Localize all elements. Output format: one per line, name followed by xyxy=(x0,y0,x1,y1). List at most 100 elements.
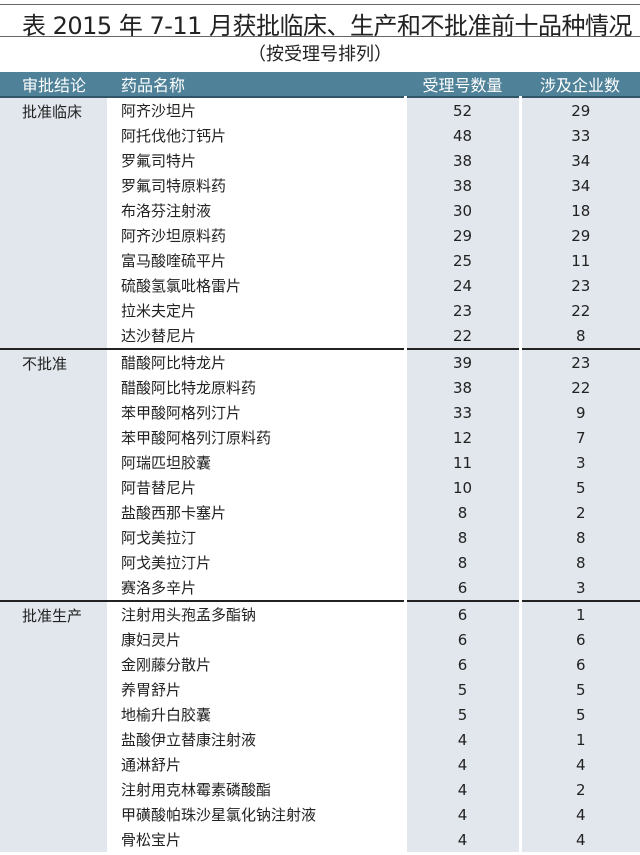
company-count-cell: 6 xyxy=(520,627,640,652)
drug-name-cell: 骨松宝片 xyxy=(121,831,182,849)
table-row: 批准临床 阿齐沙坦片 52 29 xyxy=(0,97,640,349)
table-row: 阿瑞匹坦胶囊 11 3 xyxy=(0,450,640,475)
table-row: 富马酸喹硫平片 25 11 xyxy=(0,248,640,273)
table-row: 甲磺酸帕珠沙星氯化钠注射液 4 4 xyxy=(0,802,640,827)
drug-name-cell: 金刚藤分散片 xyxy=(121,656,212,674)
table-row: 阿齐沙坦原料药 29 29 xyxy=(0,223,640,248)
acceptance-count-cell: 6 xyxy=(403,627,522,652)
acceptance-count-cell: 29 xyxy=(403,223,522,248)
company-count-cell: 33 xyxy=(520,123,640,148)
table-title: 表 2015 年 7-11 月获批临床、生产和不批准前十品种情况 xyxy=(22,12,633,40)
table-row: 达沙替尼片 22 8 xyxy=(0,323,640,349)
acceptance-count-cell: 52 xyxy=(403,97,522,123)
acceptance-count-cell: 30 xyxy=(403,198,522,223)
company-count-cell: 22 xyxy=(520,298,640,323)
table-row: 醋酸阿比特龙原料药 38 22 xyxy=(0,375,640,400)
acceptance-count-cell: 8 xyxy=(403,500,522,525)
acceptance-count-cell: 5 xyxy=(403,677,522,702)
acceptance-count-cell: 10 xyxy=(403,475,522,500)
acceptance-count-cell: 33 xyxy=(403,400,522,425)
company-count-cell: 4 xyxy=(520,752,640,777)
company-count-cell: 8 xyxy=(520,550,640,575)
company-count-cell: 1 xyxy=(520,727,640,752)
conclusion-cell: 批准生产 xyxy=(0,600,107,852)
header-conclusion: 审批结论 xyxy=(0,72,107,98)
acceptance-count-cell: 4 xyxy=(403,827,522,852)
company-count-cell: 5 xyxy=(520,702,640,727)
title-rule xyxy=(0,36,640,37)
table-row: 阿托伐他汀钙片 48 33 xyxy=(0,123,640,148)
drug-name-cell: 醋酸阿比特龙原料药 xyxy=(121,379,257,397)
company-count-cell: 9 xyxy=(520,400,640,425)
table-row: 盐酸西那卡塞片 8 2 xyxy=(0,500,640,525)
company-count-cell: 4 xyxy=(520,802,640,827)
table-row: 布洛芬注射液 30 18 xyxy=(0,198,640,223)
drug-name-cell: 醋酸阿比特龙片 xyxy=(107,348,405,375)
acceptance-count-cell: 11 xyxy=(403,450,522,475)
acceptance-count-cell: 4 xyxy=(403,752,522,777)
company-count-cell: 8 xyxy=(520,323,640,349)
acceptance-count-cell: 38 xyxy=(403,173,522,198)
company-count-cell: 2 xyxy=(520,500,640,525)
company-count-cell: 23 xyxy=(520,348,640,375)
table-row: 苯甲酸阿格列汀片 33 9 xyxy=(0,400,640,425)
company-count-cell: 6 xyxy=(520,652,640,677)
table-row: 苯甲酸阿格列汀原料药 12 7 xyxy=(0,425,640,450)
drug-name-cell: 布洛芬注射液 xyxy=(121,202,212,220)
drug-name-cell: 富马酸喹硫平片 xyxy=(121,252,227,270)
drug-name-cell: 盐酸西那卡塞片 xyxy=(121,504,227,522)
drug-name-cell: 达沙替尼片 xyxy=(121,327,197,345)
table-row: 罗氟司特原料药 38 34 xyxy=(0,173,640,198)
acceptance-count-cell: 39 xyxy=(403,348,522,375)
table-row: 注射用克林霉素磷酸酯 4 2 xyxy=(0,777,640,802)
company-count-cell: 11 xyxy=(520,248,640,273)
table-row: 地榆升白胶囊 5 5 xyxy=(0,702,640,727)
drug-name-cell: 阿齐沙坦片 xyxy=(121,102,197,120)
drug-name-cell: 硫酸氢氯吡格雷片 xyxy=(121,277,242,295)
drug-name-cell: 赛洛多辛片 xyxy=(121,579,197,597)
drug-approval-table: 审批结论 药品名称 受理号数量 涉及企业数 批准临床 阿齐沙坦片 52 29 阿托伐他汀… xyxy=(0,72,640,852)
acceptance-count-cell: 4 xyxy=(403,777,522,802)
table-row: 阿戈美拉汀 8 8 xyxy=(0,525,640,550)
acceptance-count-cell: 12 xyxy=(403,425,522,450)
company-count-cell: 8 xyxy=(520,525,640,550)
table-subtitle: （按受理号排列） xyxy=(248,44,392,65)
table-row: 盐酸伊立替康注射液 4 1 xyxy=(0,727,640,752)
company-count-cell: 7 xyxy=(520,425,640,450)
acceptance-count-cell: 6 xyxy=(403,575,522,601)
table-row: 罗氟司特片 38 34 xyxy=(0,148,640,173)
acceptance-count-cell: 8 xyxy=(403,550,522,575)
drug-name-cell: 阿托伐他汀钙片 xyxy=(121,127,227,145)
drug-name-cell: 拉米夫定片 xyxy=(121,302,197,320)
company-count-cell: 18 xyxy=(520,198,640,223)
drug-name-cell: 养胃舒片 xyxy=(121,681,182,699)
header-drug-name: 药品名称 xyxy=(107,72,405,98)
company-count-cell: 34 xyxy=(520,173,640,198)
acceptance-count-cell: 6 xyxy=(403,652,522,677)
table-row: 阿昔替尼片 10 5 xyxy=(0,475,640,500)
drug-name-cell: 苯甲酸阿格列汀片 xyxy=(121,404,242,422)
table-row: 康妇灵片 6 6 xyxy=(0,627,640,652)
company-count-cell: 34 xyxy=(520,148,640,173)
drug-name-cell: 通淋舒片 xyxy=(121,756,182,774)
acceptance-count-cell: 6 xyxy=(403,600,522,627)
table-row: 硫酸氢氯吡格雷片 24 23 xyxy=(0,273,640,298)
drug-name-cell: 甲磺酸帕珠沙星氯化钠注射液 xyxy=(121,806,317,824)
drug-name-cell: 阿昔替尼片 xyxy=(121,479,197,497)
acceptance-count-cell: 25 xyxy=(403,248,522,273)
acceptance-count-cell: 48 xyxy=(403,123,522,148)
acceptance-count-cell: 4 xyxy=(403,802,522,827)
table-row: 批准生产 注射用头孢孟多酯钠 6 1 xyxy=(0,600,640,852)
drug-name-cell: 地榆升白胶囊 xyxy=(121,706,212,724)
drug-name-cell: 盐酸伊立替康注射液 xyxy=(121,731,257,749)
table-row: 骨松宝片 4 4 xyxy=(0,827,640,852)
table-row: 拉米夫定片 23 22 xyxy=(0,298,640,323)
acceptance-count-cell: 24 xyxy=(403,273,522,298)
acceptance-count-cell: 5 xyxy=(403,702,522,727)
table-row: 不批准 醋酸阿比特龙片 39 23 xyxy=(0,348,640,601)
company-count-cell: 22 xyxy=(520,375,640,400)
company-count-cell: 29 xyxy=(520,97,640,123)
acceptance-count-cell: 23 xyxy=(403,298,522,323)
company-count-cell: 3 xyxy=(520,450,640,475)
